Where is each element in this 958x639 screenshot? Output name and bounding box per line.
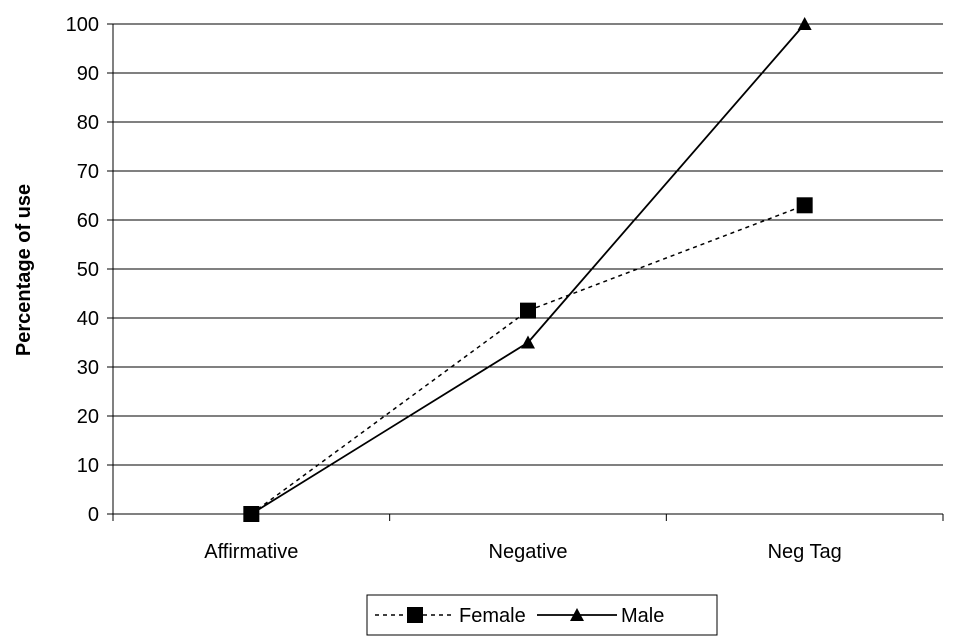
y-tick-label: 40 bbox=[77, 308, 99, 330]
y-tick-label: 90 bbox=[77, 63, 99, 85]
legend: Female Male bbox=[366, 594, 718, 636]
legend-marker-female bbox=[407, 607, 423, 623]
data-point-male bbox=[244, 507, 259, 520]
y-tick-label: 60 bbox=[77, 210, 99, 232]
y-tick-label: 30 bbox=[77, 357, 99, 379]
y-tick-label: 20 bbox=[77, 406, 99, 428]
x-tick-label: Affirmative bbox=[204, 541, 298, 563]
legend-marker-male bbox=[570, 608, 584, 621]
legend-label-male: Male bbox=[621, 605, 664, 627]
y-axis-title: Percentage of use bbox=[13, 184, 35, 356]
data-point-male bbox=[521, 335, 535, 349]
data-point-female bbox=[796, 197, 813, 214]
y-tick-label: 50 bbox=[77, 259, 99, 281]
x-tick-label: Neg Tag bbox=[768, 541, 842, 563]
data-point-female bbox=[520, 302, 536, 319]
x-tick-label: Negative bbox=[489, 541, 568, 563]
y-tick-label: 80 bbox=[77, 112, 99, 134]
y-tick-label: 100 bbox=[66, 14, 99, 36]
series-markers bbox=[243, 17, 813, 522]
series-line-female bbox=[250, 204, 805, 515]
y-tick-label: 70 bbox=[77, 161, 99, 183]
y-tick-label: 10 bbox=[77, 455, 99, 477]
data-point-male bbox=[797, 17, 812, 30]
legend-label-female: Female bbox=[459, 605, 526, 627]
y-tick-label: 0 bbox=[88, 504, 99, 526]
axes: 0 10 20 30 40 50 60 70 80 90 100 Affirmative Negativ… bbox=[66, 14, 944, 563]
gridlines bbox=[113, 23, 943, 466]
